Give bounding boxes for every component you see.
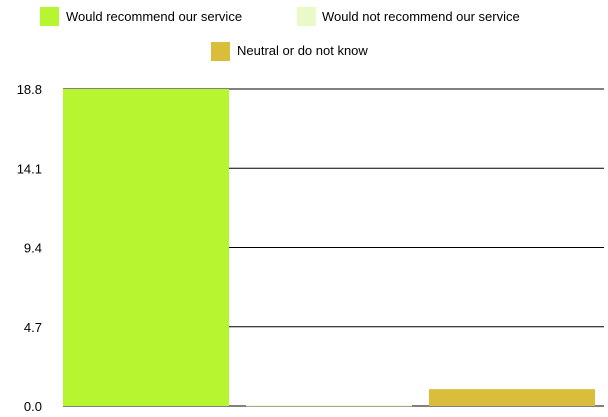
legend-label-neutral: Neutral or do not know — [237, 43, 368, 58]
y-tick-label-2: 9.4 — [24, 241, 42, 256]
legend-label-recommend: Would recommend our service — [66, 9, 242, 24]
legend: Would recommend our service Would not re… — [40, 7, 520, 61]
bars — [63, 89, 595, 407]
bar-recommend — [63, 89, 229, 406]
legend-entry-neutral: Neutral or do not know — [211, 42, 368, 61]
legend-label-not-recommend: Would not recommend our service — [322, 9, 520, 24]
bar-neutral — [429, 389, 595, 406]
legend-swatch-not-recommend — [297, 7, 316, 26]
legend-swatch-recommend — [40, 7, 59, 26]
y-axis: 0.0 4.7 9.4 14.1 18.8 — [17, 82, 42, 414]
bar-not-recommend — [246, 405, 412, 407]
y-tick-label-1: 4.7 — [24, 320, 42, 335]
y-tick-label-0: 0.0 — [24, 399, 42, 414]
y-tick-label-4: 18.8 — [17, 82, 42, 97]
legend-swatch-neutral — [211, 42, 230, 61]
legend-entry-recommend: Would recommend our service — [40, 7, 242, 26]
y-tick-label-3: 14.1 — [17, 161, 42, 176]
legend-entry-not-recommend: Would not recommend our service — [297, 7, 520, 26]
